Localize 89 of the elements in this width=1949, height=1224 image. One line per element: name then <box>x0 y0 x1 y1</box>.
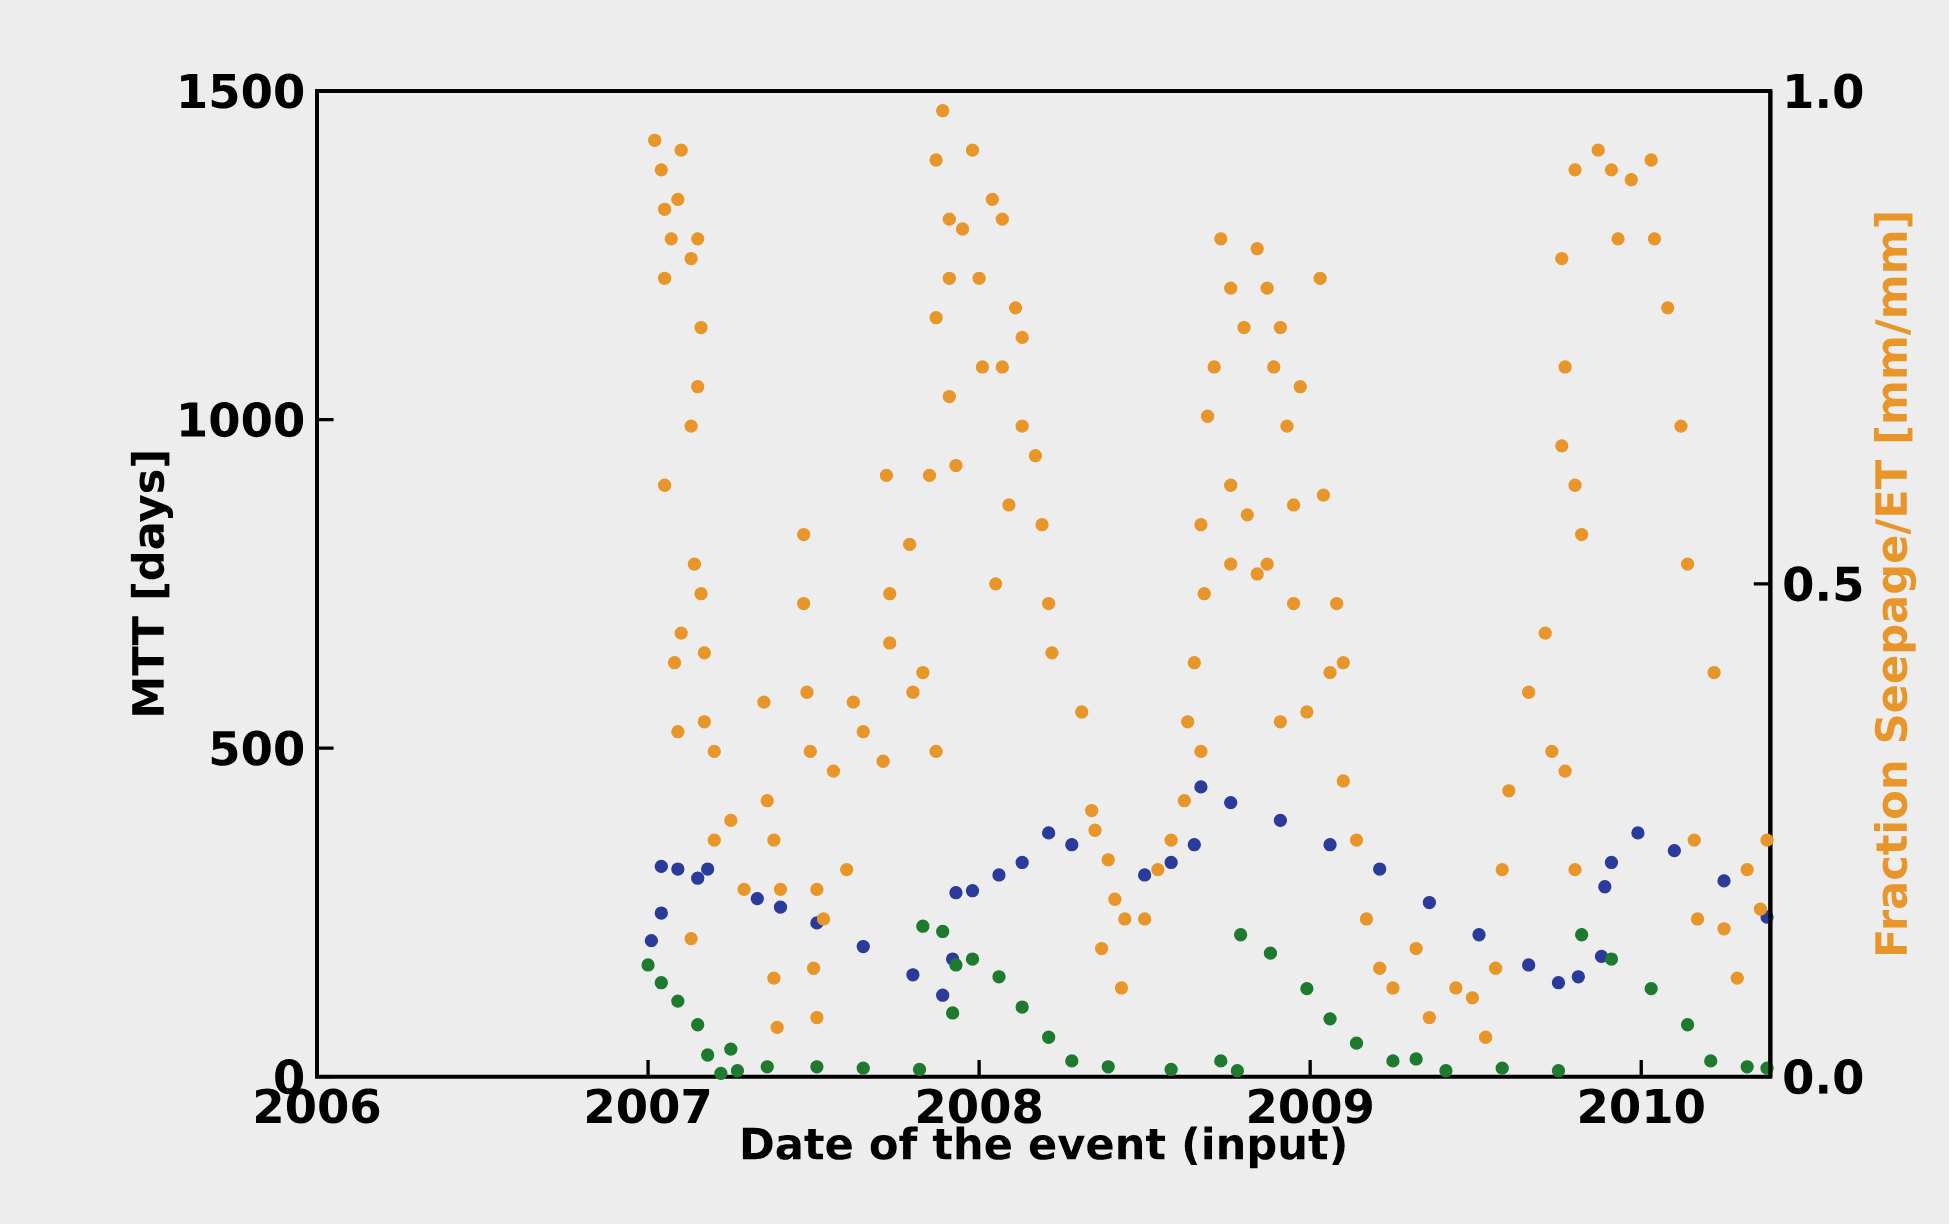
point <box>671 862 685 876</box>
point <box>1300 981 1314 996</box>
point <box>1065 838 1079 852</box>
point <box>1263 946 1278 960</box>
point <box>1015 855 1029 870</box>
point <box>1551 976 1566 990</box>
point <box>1323 838 1337 852</box>
y2-tick-label: 0.5 <box>1784 566 1862 602</box>
y-axis-title: MTT [days] <box>130 452 173 715</box>
y2-axis-title: Fraction Seepage/ET [mm/mm] <box>1873 213 1917 955</box>
point <box>1604 952 1619 966</box>
point <box>654 976 668 990</box>
point <box>1439 1064 1453 1078</box>
point <box>671 994 685 1008</box>
point <box>945 1006 960 1020</box>
y2-tick-label: 1.0 <box>1787 73 1863 109</box>
point <box>912 1062 927 1077</box>
point <box>1680 1018 1695 1032</box>
point <box>1041 1030 1056 1044</box>
point <box>1164 1062 1178 1077</box>
point <box>1065 1054 1079 1068</box>
x-tick-label: 2007 <box>587 1088 710 1124</box>
point <box>1604 855 1619 870</box>
x-tick-label: 2008 <box>918 1088 1041 1124</box>
point <box>1138 868 1152 882</box>
point <box>856 939 870 954</box>
point <box>1598 880 1612 894</box>
point <box>644 934 659 948</box>
point <box>691 1018 705 1032</box>
point <box>654 859 668 874</box>
point <box>1472 928 1486 942</box>
point <box>1386 1054 1400 1068</box>
point <box>1230 1064 1244 1078</box>
point <box>701 1048 715 1062</box>
point <box>714 1066 728 1081</box>
point <box>730 1064 745 1078</box>
point <box>750 891 764 906</box>
point <box>1101 1060 1115 1074</box>
point <box>1373 862 1387 876</box>
y-tick-label: 1500 <box>181 73 304 109</box>
point <box>949 886 963 900</box>
y2-tick-label: 0.0 <box>1784 1059 1863 1095</box>
point <box>916 919 930 933</box>
point <box>724 1042 738 1056</box>
point <box>1164 855 1178 870</box>
point <box>1214 1054 1228 1068</box>
point <box>1187 838 1201 852</box>
point <box>1409 1052 1423 1066</box>
point <box>1323 1012 1337 1026</box>
point <box>654 906 668 920</box>
point <box>1194 780 1208 794</box>
point <box>992 868 1006 882</box>
x-tick-label: 2009 <box>1249 1088 1372 1124</box>
x-tick-label: 2010 <box>1580 1088 1704 1124</box>
point <box>1495 1061 1509 1075</box>
point <box>1631 826 1645 840</box>
point <box>760 1060 774 1074</box>
point <box>1717 874 1731 888</box>
point <box>1234 928 1248 942</box>
point <box>1522 958 1536 972</box>
point <box>1574 928 1589 942</box>
point <box>1349 1036 1364 1050</box>
point <box>1224 796 1238 810</box>
point <box>949 958 963 972</box>
point <box>641 958 655 972</box>
point <box>773 900 788 914</box>
point <box>936 924 950 939</box>
point <box>856 1061 870 1075</box>
point <box>1571 970 1585 984</box>
point <box>992 970 1006 984</box>
point <box>810 1060 824 1074</box>
point <box>1704 1054 1718 1068</box>
point <box>1740 1060 1754 1074</box>
point <box>965 884 980 898</box>
point <box>1422 895 1437 910</box>
point <box>965 952 980 966</box>
point <box>1667 843 1681 858</box>
point <box>1015 1000 1029 1014</box>
point <box>701 862 715 876</box>
point <box>1644 981 1658 996</box>
point <box>1551 1064 1566 1078</box>
point <box>1273 813 1288 828</box>
x-axis-title: Date of the event (input) <box>742 1126 1345 1169</box>
point <box>936 988 950 1002</box>
y-tick-label: 500 <box>211 730 304 766</box>
point <box>906 968 920 982</box>
point <box>1041 826 1056 840</box>
point <box>691 871 705 885</box>
y-tick-label: 1000 <box>181 401 304 438</box>
